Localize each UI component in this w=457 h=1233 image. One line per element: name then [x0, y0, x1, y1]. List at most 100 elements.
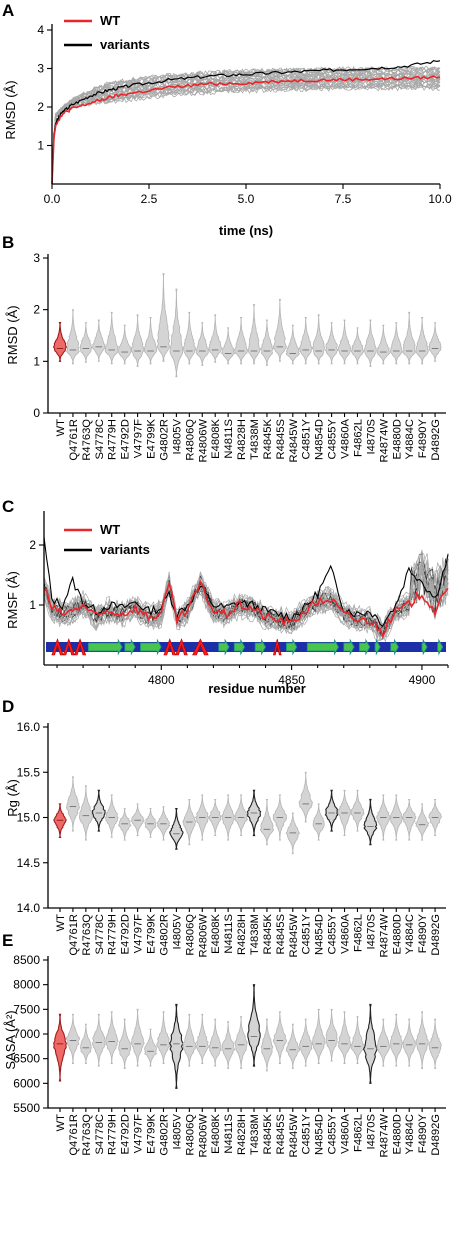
violin-S4778C	[91, 789, 106, 832]
violin-I4870S	[362, 1003, 378, 1084]
strand-segment	[421, 638, 428, 656]
violin-I4805V	[169, 1003, 184, 1089]
strand-segment	[140, 638, 162, 656]
panel-a-y-axis-title: RMSD (Å)	[3, 80, 18, 139]
category-label: V4797F	[133, 419, 145, 458]
violin-R4806Q	[182, 311, 197, 365]
panel-d-label: D	[2, 697, 14, 716]
variant-trace	[51, 65, 441, 183]
x-tick-label: 4900	[409, 673, 436, 687]
violin-V4860A	[337, 319, 352, 365]
violin-I4870S	[363, 798, 378, 846]
strand-segment	[358, 638, 371, 656]
category-label: R4806Q	[184, 1114, 196, 1156]
panel-a-legend: WT variants	[64, 13, 150, 52]
category-label: R4828H	[236, 1114, 248, 1155]
violin-R4828H	[234, 1016, 248, 1069]
y-tick-label: 16.0	[17, 720, 41, 734]
category-label: T4838M	[249, 419, 261, 460]
panel-e-label: E	[2, 931, 13, 950]
category-label: V4797F	[133, 914, 145, 953]
category-label: G4802R	[158, 1114, 170, 1156]
category-label: C4851Y	[301, 1113, 313, 1154]
violin-C4851Y	[298, 1018, 313, 1067]
category-label: R4763Q	[81, 914, 93, 956]
variant-trace	[51, 71, 441, 184]
variant-trace	[51, 69, 441, 185]
violin-N4811S	[221, 1021, 236, 1069]
category-label: D4892G	[430, 419, 442, 461]
series-line-WT	[51, 75, 441, 185]
y-tick-label: 4	[37, 23, 44, 37]
category-label: V4860A	[340, 418, 352, 458]
category-label: D4892G	[430, 914, 442, 956]
y-tick-label: 5500	[13, 1101, 40, 1115]
y-tick-label: 8000	[13, 978, 40, 992]
series-line-variants	[43, 536, 449, 628]
category-label: E4880D	[391, 914, 403, 954]
violin-G4802R	[156, 1011, 171, 1064]
violin-E4799K	[144, 1028, 158, 1067]
violin-V4860A	[337, 1011, 352, 1064]
violin-T4838M	[247, 984, 261, 1067]
violin-Q4761R	[66, 309, 80, 365]
violin-R4828H	[234, 794, 249, 836]
violin-N4854D	[312, 803, 325, 841]
violin-R4806W	[195, 1013, 209, 1064]
x-tick-label: 10.0	[428, 192, 452, 206]
violin-R4845W	[285, 324, 301, 365]
violin-R4779H	[104, 1011, 119, 1064]
violin-I4870S	[363, 319, 377, 367]
violin-S4778C	[91, 1013, 106, 1067]
panel-a-label: A	[2, 1, 14, 20]
legend-wt-label: WT	[100, 13, 120, 28]
panel-c-x-axis-title: residue number	[208, 681, 306, 696]
category-label: V4797F	[133, 1114, 145, 1153]
strand-segment	[87, 638, 123, 656]
y-tick-label: 1	[29, 598, 36, 612]
category-label: E4880D	[391, 419, 403, 459]
violin-R4763Q	[79, 322, 93, 363]
y-tick-label: 14.0	[17, 901, 41, 915]
category-label: I4870S	[365, 914, 377, 949]
category-label: R4779H	[107, 419, 119, 460]
category-label: R4845K	[262, 913, 274, 954]
x-tick-label: 7.5	[335, 192, 352, 206]
violin-T4838M	[247, 304, 261, 365]
panel-c-secondary-structure	[46, 638, 446, 656]
x-tick-label: 5.0	[238, 192, 255, 206]
violin-R4845S	[272, 298, 288, 362]
series-line-variants	[51, 60, 441, 185]
variant-trace	[43, 566, 449, 642]
violin-Y4884C	[402, 311, 417, 365]
x-tick-label: 0.0	[44, 192, 61, 206]
strand-segment	[343, 638, 355, 656]
category-label: E4792D	[120, 1114, 132, 1154]
legend-variants-label: variants	[100, 37, 150, 52]
helix-segment	[192, 638, 209, 656]
y-tick-label: 7000	[13, 1027, 40, 1041]
strand-segment	[306, 638, 339, 656]
category-label: F4890Y	[417, 1113, 429, 1153]
category-label: N4811S	[223, 1114, 235, 1154]
y-tick-label: 3	[37, 62, 44, 76]
panel-b-y-axis-title: RMSD (Å)	[5, 305, 20, 364]
category-label: G4802R	[158, 419, 170, 461]
panel-a: A 1 2 3 4 0.0 2.5 5.0 7.5 10.0 RMSD (Å) time (ns…	[2, 1, 452, 238]
panel-d-axes: 14.0 14.5 15.0 15.5 16.0	[17, 720, 446, 915]
category-label: T4838M	[249, 1114, 261, 1155]
category-label: WT	[55, 419, 67, 437]
panel-d-y-axis-title: Rg (Å)	[5, 779, 20, 817]
series-line-WT	[43, 579, 449, 639]
violin-S4778C	[91, 319, 107, 362]
category-label: I4870S	[365, 1114, 377, 1149]
category-label: Q4761R	[68, 1114, 80, 1156]
variant-trace	[51, 75, 441, 185]
y-tick-label: 1	[33, 354, 40, 368]
violin-E4880D	[389, 322, 403, 365]
violin-F4890Y	[414, 803, 430, 841]
violin-C4851Y	[298, 771, 313, 823]
category-label: E4799K	[146, 913, 158, 953]
category-label: R4828H	[236, 914, 248, 955]
category-label: F4862L	[352, 419, 364, 457]
